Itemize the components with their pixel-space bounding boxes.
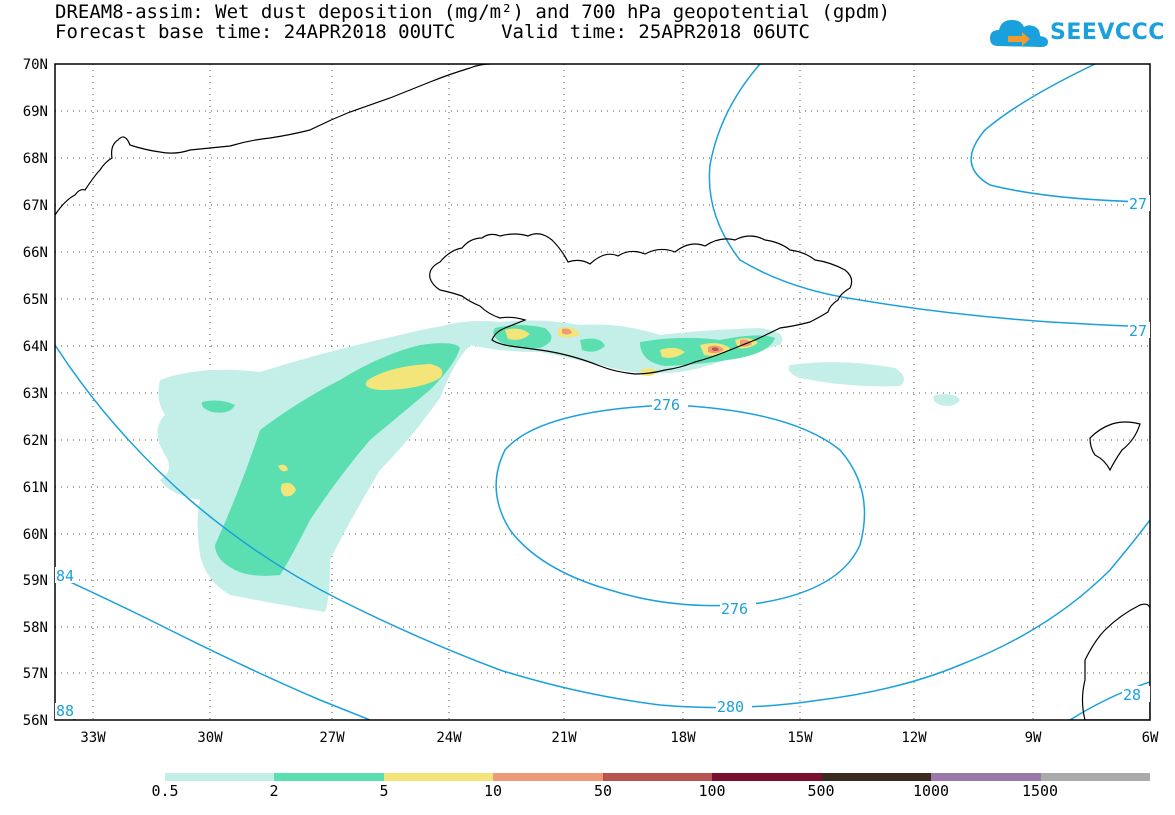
iceland-coast [429,233,853,375]
dust-area-2-coast-c [580,338,605,352]
lat-label: 60N [23,527,48,543]
contour-label-276-bottom: 276 [721,600,748,618]
legend-label: 50 [593,782,613,800]
legend-swatch-4 [602,773,713,781]
legend-label: 10 [483,782,503,800]
logo-text: SEEVCCC [1050,20,1165,45]
legend-label: 5 [379,782,389,800]
lon-label: 12W [901,730,927,746]
lon-label: 33W [80,730,106,746]
graticule [55,64,1150,720]
contour-28-se [1069,681,1150,720]
legend-swatch-8 [1040,773,1150,781]
legend-label: 0.5 [151,782,179,800]
contour-280 [55,344,1150,709]
contour-label-27-upper: 27 [1129,195,1147,213]
map-title: DREAM8-assim: Wet dust deposition (mg/m²… [55,1,891,23]
lat-label: 70N [23,57,48,73]
lat-label: 61N [23,480,48,496]
contour-label-27-lower: 27 [1129,322,1147,340]
contour-27-ring [970,64,1150,203]
lon-label: 24W [436,730,462,746]
lon-label: 21W [551,730,577,746]
dust-area-0-5-patch [788,362,904,387]
lon-label: 9W [1025,730,1042,746]
dust-area-5-coast-a [505,328,530,340]
lon-label: 30W [197,730,223,746]
lat-label: 57N [23,666,48,682]
lat-label: 65N [23,292,48,308]
contour-label-288: 88 [56,702,74,720]
lat-label: 62N [23,433,48,449]
legend-label: 1000 [912,782,950,800]
legend-label: 100 [698,782,726,800]
contour-label-28-right: 28 [1123,686,1141,704]
dust-area-5-coast-c [660,347,685,358]
lon-label: 27W [319,730,345,746]
legend-swatch-6 [821,773,932,781]
dust-area-50 [712,347,719,351]
contour-284 [55,574,371,720]
lat-label: 68N [23,151,48,167]
lon-label: 6W [1142,730,1159,746]
lat-label: 69N [23,104,48,120]
lat-label: 64N [23,339,48,355]
legend-label: 2 [269,782,279,800]
lon-label: 18W [670,730,696,746]
legend-label: 1500 [1021,782,1059,800]
dust-area-0-5-dot [933,394,960,406]
dust-area-2 [215,343,460,576]
contour-label-276-top: 276 [653,396,680,414]
map-frame [54,63,1151,721]
dust-area-10-c [562,328,572,335]
cloud-arrow-icon [990,20,1048,47]
longitude-labels: 33W 30W 27W 24W 21W 18W 15W 12W 9W 6W [80,730,1159,746]
dust-area-2-patch [201,400,235,413]
contour-27-north [708,64,1150,328]
legend-swatch-3 [493,773,603,781]
lat-label: 56N [23,713,48,729]
legend-swatch-0 [165,773,275,781]
dust-area-5-tiny [278,464,288,472]
lat-label: 66N [23,245,48,261]
seevccc-logo: SEEVCCC [988,14,1164,54]
dust-deposition-field [157,320,960,612]
coastlines [55,64,1150,720]
faroe-islands-coast [1089,421,1141,472]
dust-area-5-small [280,482,296,497]
color-legend [165,773,1150,781]
dust-area-5 [365,364,443,390]
lat-label: 58N [23,620,48,636]
latitude-labels: 70N 69N 68N 67N 66N 65N 64N 63N 62N 61N … [23,57,48,729]
scotland-coast [1081,603,1150,720]
contour-label-284: 84 [56,567,74,585]
map-subtitle: Forecast base time: 24APR2018 00UTC Vali… [55,21,810,43]
geopotential-contours [55,64,1150,720]
legend-swatch-7 [931,773,1041,781]
lat-label: 67N [23,198,48,214]
legend-swatch-1 [274,773,384,781]
contour-label-280: 280 [717,698,744,716]
lat-label: 63N [23,386,48,402]
legend-label: 500 [807,782,835,800]
contour-labels: 276 276 280 84 88 27 27 28 [55,195,1150,720]
lat-label: 59N [23,573,48,589]
legend-swatch-5 [712,773,822,781]
lon-label: 15W [787,730,813,746]
greenland-coast [55,64,491,216]
legend-swatch-2 [383,773,494,781]
contour-276-closed [495,404,866,607]
